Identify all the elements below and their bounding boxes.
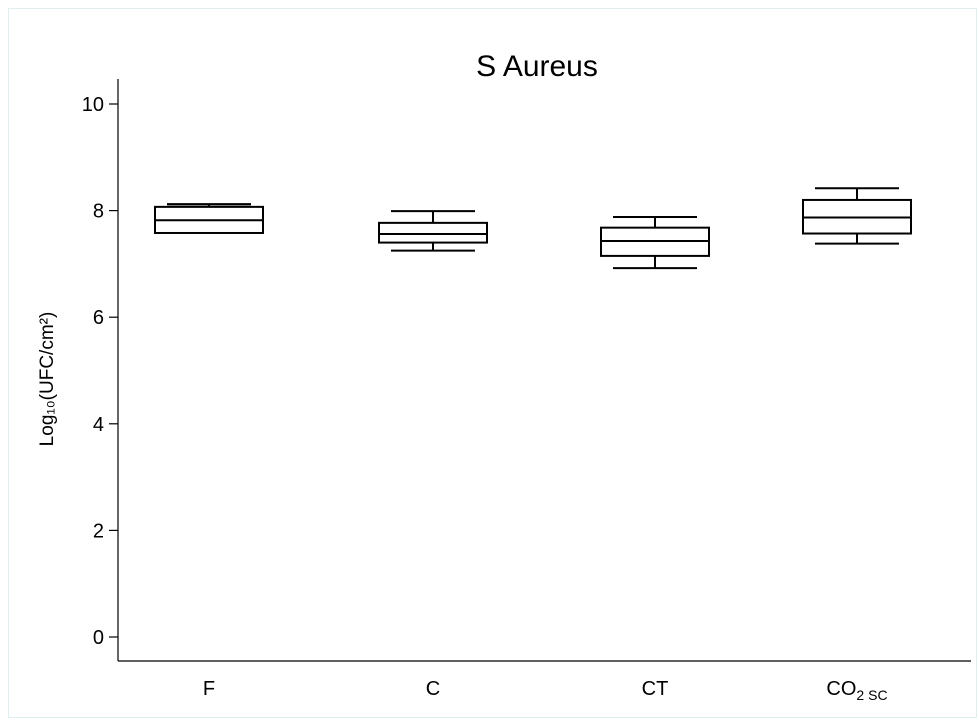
y-tick-label-10: 10 (82, 94, 104, 116)
boxes-group (154, 187, 912, 270)
y-axis-title: Log₁₀(UFC/cm²) (37, 312, 58, 447)
x-tick-label-1: F (203, 678, 215, 700)
y-tick-label-6: 6 (93, 307, 104, 329)
box-3 (600, 215, 710, 270)
x-tick-label-2: C (426, 678, 440, 700)
box-4 (802, 187, 912, 245)
box-plot-chart: S Aureus Log₁₀(UFC/cm²) 0 2 4 6 8 10 F C CT CO2 S… (37, 50, 971, 703)
chart-frame: S Aureus Log₁₀(UFC/cm²) 0 2 4 6 8 10 F C CT CO2 S… (8, 8, 977, 718)
y-tick-label-4: 4 (93, 414, 104, 436)
x-tick-label-4: CO2 SC (826, 678, 887, 703)
box-iqr (378, 221, 488, 244)
y-tick-label-8: 8 (93, 201, 104, 223)
y-tick-label-2: 2 (93, 520, 104, 542)
chart-title: S Aureus (476, 50, 598, 83)
box-1 (154, 203, 264, 234)
x-tick-label-3: CT (642, 678, 669, 700)
x-tick-labels: F C CT CO2 SC (203, 678, 888, 703)
axes: 0 2 4 6 8 10 (82, 79, 971, 662)
box-2 (378, 210, 488, 252)
y-tick-label-0: 0 (93, 627, 104, 649)
